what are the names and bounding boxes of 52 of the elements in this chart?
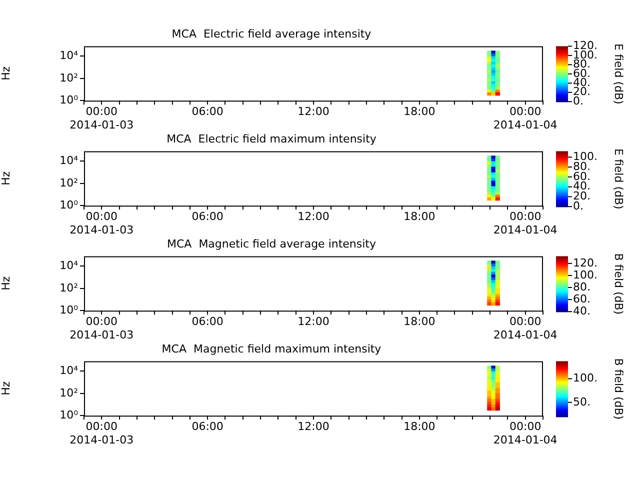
- x-tick-label: 06:00: [192, 315, 224, 328]
- color-bar-label: 80.: [573, 280, 590, 294]
- color-bar-label: 0.: [573, 94, 584, 108]
- x-tick-label: 00:00 2014-01-04: [493, 210, 558, 236]
- color-bar-title: E field (dB): [612, 44, 626, 104]
- y-tick-label: 10⁰: [60, 198, 79, 212]
- y-axis-title: Hz: [0, 276, 12, 290]
- y-tick-label: 10²: [60, 281, 78, 294]
- x-tick-label: 00:00 2014-01-03: [70, 315, 134, 342]
- x-tick-label: 06:00: [192, 420, 224, 434]
- x-tick-label: 00:00 2014-01-03: [70, 105, 134, 132]
- chart-title: MCA Electric field average intensity: [172, 27, 372, 40]
- color-bar-label: 50.: [573, 395, 590, 408]
- x-tick-label: 18:00: [404, 210, 436, 224]
- chart-title: MCA Magnetic field average intensity: [166, 237, 376, 250]
- x-tick-label: 18:00: [404, 420, 436, 434]
- x-tick-label: 00:00 2014-01-03: [70, 210, 134, 236]
- y-axis-title: Hz: [0, 381, 12, 396]
- color-bar-label: 120.: [573, 256, 598, 270]
- color-bar-title: B field (dB): [612, 253, 626, 315]
- y-tick-label: 10⁴: [60, 154, 79, 168]
- x-tick-label: 18:00: [404, 315, 436, 328]
- color-bar-label: 100.: [573, 372, 598, 385]
- y-axis-title: Hz: [0, 66, 12, 80]
- x-tick-label: 06:00: [192, 210, 224, 224]
- y-tick-label: 10⁴: [60, 259, 79, 272]
- y-tick-label: 10⁴: [60, 49, 79, 62]
- x-tick-label: 12:00: [298, 105, 330, 118]
- x-tick-label: 12:00: [298, 315, 330, 328]
- chart-title: MCA Magnetic field maximum intensity: [162, 342, 382, 356]
- x-tick-label: 18:00: [404, 105, 436, 118]
- color-bar-title: E field (dB): [612, 148, 626, 210]
- y-tick-label: 10⁰: [60, 93, 79, 106]
- color-bar-label: 40.: [573, 304, 590, 318]
- color-bar-label: 60.: [573, 292, 590, 306]
- x-tick-label: 00:00 2014-01-04: [493, 105, 558, 132]
- x-tick-label: 00:00 2014-01-04: [493, 315, 558, 342]
- y-tick-label: 10⁰: [60, 408, 79, 422]
- y-tick-label: 10⁴: [60, 364, 79, 378]
- color-bar-label: 100.: [573, 268, 598, 282]
- x-tick-label: 12:00: [298, 210, 330, 224]
- y-axis-title: Hz: [0, 171, 12, 186]
- color-bar-title: B field (dB): [612, 358, 626, 420]
- x-tick-label: 06:00: [192, 105, 224, 118]
- x-tick-label: 12:00: [298, 420, 330, 434]
- chart-title: MCA Electric field maximum intensity: [166, 132, 377, 146]
- y-tick-label: 10⁰: [60, 303, 79, 316]
- x-tick-label: 00:00 2014-01-03: [70, 420, 134, 446]
- x-tick-label: 00:00 2014-01-04: [493, 420, 558, 446]
- y-tick-label: 10²: [60, 71, 78, 84]
- y-tick-label: 10²: [60, 176, 78, 190]
- y-tick-label: 10²: [60, 386, 78, 400]
